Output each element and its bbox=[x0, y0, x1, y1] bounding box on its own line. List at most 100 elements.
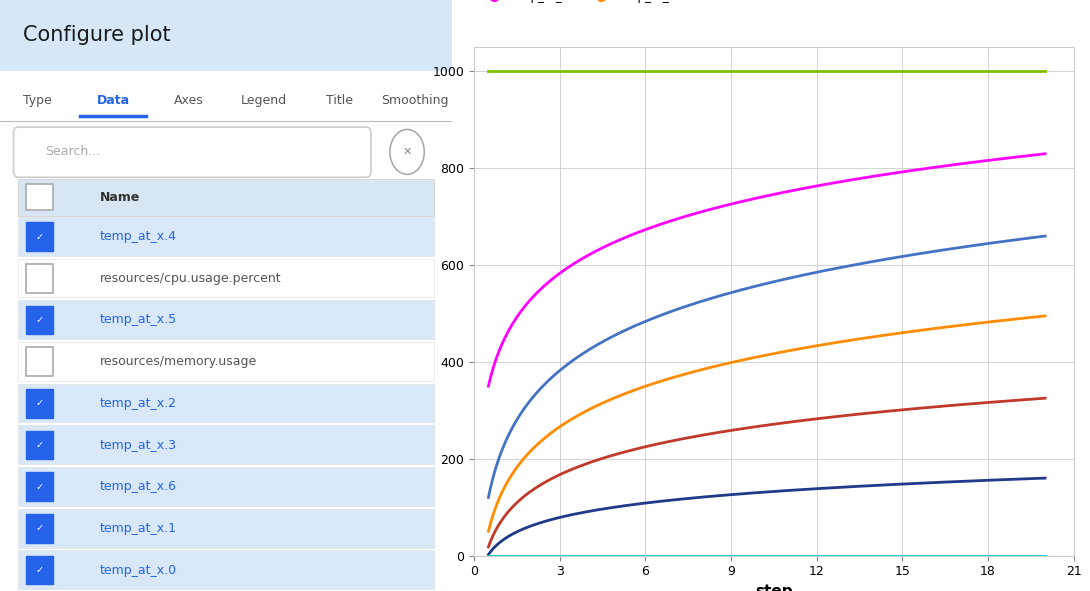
temp_at_x.0 bbox=[952, 68, 965, 75]
temp_at_x.5 bbox=[813, 485, 826, 492]
Line: temp_at_x.3: temp_at_x.3 bbox=[488, 316, 1045, 531]
temp_at_x.5 bbox=[811, 485, 824, 492]
Bar bbox=[19, 550, 434, 589]
Text: resources/cpu.usage.percent: resources/cpu.usage.percent bbox=[99, 272, 281, 285]
temp_at_x.2 bbox=[952, 244, 965, 251]
Bar bbox=[19, 300, 434, 339]
temp_at_x.1 bbox=[1039, 150, 1052, 157]
temp_at_x.6 bbox=[811, 552, 824, 559]
temp_at_x.2 bbox=[811, 268, 824, 275]
temp_at_x.6 bbox=[952, 552, 965, 559]
X-axis label: step: step bbox=[755, 584, 792, 591]
Circle shape bbox=[390, 129, 424, 174]
Text: temp_at_x.6: temp_at_x.6 bbox=[99, 480, 177, 493]
Line: temp_at_x.1: temp_at_x.1 bbox=[488, 154, 1045, 386]
Bar bbox=[19, 217, 434, 256]
temp_at_x.2 bbox=[813, 268, 826, 275]
Text: ✓: ✓ bbox=[36, 398, 44, 408]
temp_at_x.1 bbox=[811, 182, 824, 189]
temp_at_x.3 bbox=[811, 342, 824, 349]
temp_at_x.0 bbox=[1039, 68, 1052, 75]
FancyBboxPatch shape bbox=[26, 264, 53, 293]
temp_at_x.5 bbox=[484, 548, 497, 556]
temp_at_x.3 bbox=[813, 342, 826, 349]
temp_at_x.2 bbox=[482, 494, 495, 501]
temp_at_x.5 bbox=[823, 485, 836, 492]
Bar bbox=[0, 0, 452, 71]
temp_at_x.5 bbox=[482, 551, 495, 558]
Text: Configure plot: Configure plot bbox=[23, 25, 170, 46]
temp_at_x.3 bbox=[482, 528, 495, 535]
temp_at_x.2 bbox=[823, 266, 836, 273]
temp_at_x.4 bbox=[482, 543, 495, 550]
Bar bbox=[19, 342, 434, 381]
Text: temp_at_x.1: temp_at_x.1 bbox=[99, 522, 177, 535]
Text: Axes: Axes bbox=[173, 94, 204, 107]
temp_at_x.2 bbox=[986, 239, 1000, 246]
temp_at_x.6 bbox=[482, 552, 495, 559]
temp_at_x.1 bbox=[813, 182, 826, 189]
temp_at_x.1 bbox=[952, 161, 965, 168]
FancyBboxPatch shape bbox=[26, 184, 53, 210]
temp_at_x.6 bbox=[823, 552, 836, 559]
Line: temp_at_x.4: temp_at_x.4 bbox=[488, 398, 1045, 547]
Text: temp_at_x.2: temp_at_x.2 bbox=[99, 397, 177, 410]
temp_at_x.4 bbox=[484, 538, 497, 545]
Legend: temp_at_x.0, temp_at_x.1, temp_at_x.2, temp_at_x.3, temp_at_x.4, temp_at_x.5, te: temp_at_x.0, temp_at_x.1, temp_at_x.2, t… bbox=[480, 0, 1014, 8]
FancyBboxPatch shape bbox=[26, 348, 53, 376]
temp_at_x.6 bbox=[813, 552, 826, 559]
temp_at_x.4 bbox=[1039, 395, 1052, 402]
Text: ✕: ✕ bbox=[402, 147, 412, 157]
Text: Title: Title bbox=[326, 94, 353, 107]
Text: Legend: Legend bbox=[241, 94, 287, 107]
temp_at_x.0 bbox=[811, 68, 824, 75]
Text: ✓: ✓ bbox=[36, 440, 44, 450]
FancyBboxPatch shape bbox=[13, 127, 371, 177]
temp_at_x.5 bbox=[952, 478, 965, 485]
Text: Data: Data bbox=[97, 94, 130, 107]
Text: ✓: ✓ bbox=[36, 482, 44, 492]
Text: ✓: ✓ bbox=[36, 232, 44, 242]
temp_at_x.4 bbox=[986, 398, 1000, 405]
temp_at_x.0 bbox=[823, 68, 836, 75]
Text: Smoothing: Smoothing bbox=[380, 94, 448, 107]
temp_at_x.5 bbox=[986, 476, 1000, 483]
FancyBboxPatch shape bbox=[26, 306, 53, 335]
temp_at_x.1 bbox=[986, 156, 1000, 163]
temp_at_x.2 bbox=[484, 485, 497, 492]
Text: temp_at_x.5: temp_at_x.5 bbox=[99, 313, 177, 326]
FancyBboxPatch shape bbox=[26, 472, 53, 501]
FancyBboxPatch shape bbox=[26, 556, 53, 584]
temp_at_x.4 bbox=[813, 415, 826, 422]
temp_at_x.5 bbox=[1039, 475, 1052, 482]
Text: Name: Name bbox=[99, 191, 140, 204]
FancyBboxPatch shape bbox=[26, 431, 53, 459]
Bar bbox=[19, 179, 434, 216]
Bar bbox=[19, 426, 434, 464]
temp_at_x.2 bbox=[1039, 232, 1052, 239]
Text: resources/memory.usage: resources/memory.usage bbox=[99, 355, 257, 368]
temp_at_x.0 bbox=[813, 68, 826, 75]
temp_at_x.6 bbox=[986, 552, 1000, 559]
temp_at_x.3 bbox=[986, 318, 1000, 325]
Text: Search...: Search... bbox=[46, 145, 100, 158]
temp_at_x.0 bbox=[484, 68, 497, 75]
temp_at_x.4 bbox=[811, 415, 824, 422]
temp_at_x.3 bbox=[1039, 313, 1052, 320]
Text: temp_at_x.3: temp_at_x.3 bbox=[99, 439, 177, 452]
Bar bbox=[19, 384, 434, 423]
Line: temp_at_x.5: temp_at_x.5 bbox=[488, 478, 1045, 554]
Bar bbox=[19, 467, 434, 506]
temp_at_x.4 bbox=[952, 401, 965, 408]
Bar bbox=[19, 259, 434, 297]
temp_at_x.6 bbox=[1039, 552, 1052, 559]
temp_at_x.0 bbox=[482, 68, 495, 75]
Text: Type: Type bbox=[23, 94, 52, 107]
temp_at_x.1 bbox=[823, 180, 836, 187]
temp_at_x.4 bbox=[823, 414, 836, 421]
Text: temp_at_x.4: temp_at_x.4 bbox=[99, 230, 177, 243]
temp_at_x.1 bbox=[484, 375, 497, 382]
temp_at_x.6 bbox=[484, 552, 497, 559]
temp_at_x.3 bbox=[484, 521, 497, 528]
temp_at_x.0 bbox=[986, 68, 1000, 75]
